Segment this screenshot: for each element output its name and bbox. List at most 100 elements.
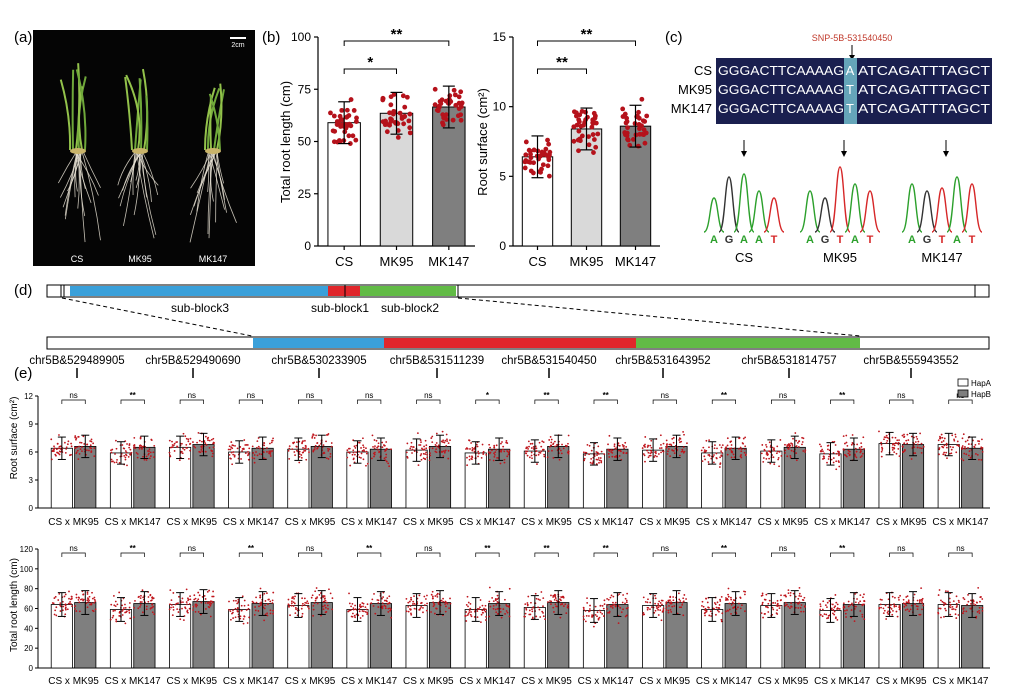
data-point xyxy=(135,451,138,454)
data-point xyxy=(147,450,149,452)
data-point xyxy=(324,606,327,609)
data-point xyxy=(479,599,482,601)
root xyxy=(139,149,152,202)
data-point xyxy=(90,438,93,441)
data-point xyxy=(862,436,865,439)
x-tick-label: CS x MK147 xyxy=(696,676,753,687)
data-point xyxy=(365,450,368,453)
data-point xyxy=(293,451,296,453)
data-point xyxy=(706,601,709,604)
data-point xyxy=(669,599,671,602)
data-point xyxy=(470,611,472,613)
data-point xyxy=(854,455,857,457)
data-point xyxy=(682,614,685,617)
data-point xyxy=(304,439,306,442)
data-point xyxy=(647,456,650,459)
y-tick-label: 80 xyxy=(24,585,33,594)
data-point xyxy=(730,444,733,446)
data-point xyxy=(228,453,231,456)
data-point xyxy=(767,602,770,605)
data-point xyxy=(436,595,439,598)
data-point xyxy=(733,599,736,602)
arrow-head xyxy=(943,151,949,157)
data-point xyxy=(801,443,803,446)
data-point xyxy=(786,455,789,458)
data-point xyxy=(499,462,502,465)
data-point xyxy=(962,612,965,615)
data-point xyxy=(373,439,376,441)
marker-label: chr5B&529490690 xyxy=(145,355,240,367)
data-point xyxy=(253,613,256,616)
data-point xyxy=(654,594,656,597)
data-point xyxy=(496,613,499,615)
data-point xyxy=(672,436,675,439)
data-point xyxy=(798,592,801,595)
sequence-left: GGGACTTCAAAAG xyxy=(718,101,844,116)
data-point xyxy=(506,611,509,614)
data-point xyxy=(381,597,383,600)
data-point xyxy=(63,595,66,598)
data-point xyxy=(291,448,294,451)
data-point xyxy=(673,605,676,607)
trace-peak xyxy=(733,173,755,233)
sig-label: ** xyxy=(581,26,593,43)
data-point xyxy=(373,453,376,456)
data-point xyxy=(670,611,673,613)
data-point xyxy=(444,439,447,442)
data-point xyxy=(545,163,551,169)
x-tick-label: CS x MK147 xyxy=(932,676,989,687)
sig-bracket xyxy=(120,552,145,557)
data-point xyxy=(682,597,685,600)
data-point xyxy=(622,451,625,454)
data-point xyxy=(300,454,303,456)
data-point xyxy=(176,446,179,448)
data-point xyxy=(847,605,850,608)
data-point xyxy=(353,614,356,617)
data-point xyxy=(680,440,683,443)
data-point xyxy=(726,453,729,456)
data-point xyxy=(838,454,840,457)
data-point xyxy=(435,607,438,610)
data-point xyxy=(539,616,542,618)
data-point xyxy=(430,437,433,439)
data-point xyxy=(528,151,533,157)
data-point xyxy=(89,444,92,447)
trace-peak xyxy=(946,176,968,233)
data-point xyxy=(906,601,909,604)
data-point xyxy=(266,614,269,617)
data-point xyxy=(136,456,139,459)
data-point xyxy=(617,605,620,608)
data-point xyxy=(859,456,862,459)
data-point xyxy=(619,606,622,609)
data-point xyxy=(476,616,479,619)
data-point xyxy=(882,612,885,615)
data-point xyxy=(881,449,884,451)
data-point xyxy=(949,613,952,616)
data-point xyxy=(901,434,904,437)
y-tick-label: 3 xyxy=(29,476,34,485)
data-point xyxy=(826,601,829,604)
data-point xyxy=(784,601,787,604)
data-point xyxy=(860,445,863,448)
data-point xyxy=(431,597,434,600)
data-point xyxy=(89,603,91,606)
data-point xyxy=(661,603,663,606)
root xyxy=(141,149,159,196)
x-tick-label: CS xyxy=(528,254,546,269)
data-point xyxy=(75,437,78,440)
data-point xyxy=(339,117,345,123)
data-point xyxy=(407,610,410,613)
data-point xyxy=(903,433,905,436)
x-tick-label: CS x MK147 xyxy=(105,676,162,687)
data-point xyxy=(617,622,620,624)
data-point xyxy=(201,450,204,453)
data-point xyxy=(482,453,485,456)
data-point xyxy=(969,607,972,610)
data-point xyxy=(561,443,563,446)
data-point xyxy=(728,608,731,611)
x-tick-label: CS x MK95 xyxy=(758,676,809,687)
data-point xyxy=(643,444,645,447)
data-point xyxy=(113,604,116,607)
data-point xyxy=(944,590,947,593)
data-point xyxy=(234,444,236,447)
